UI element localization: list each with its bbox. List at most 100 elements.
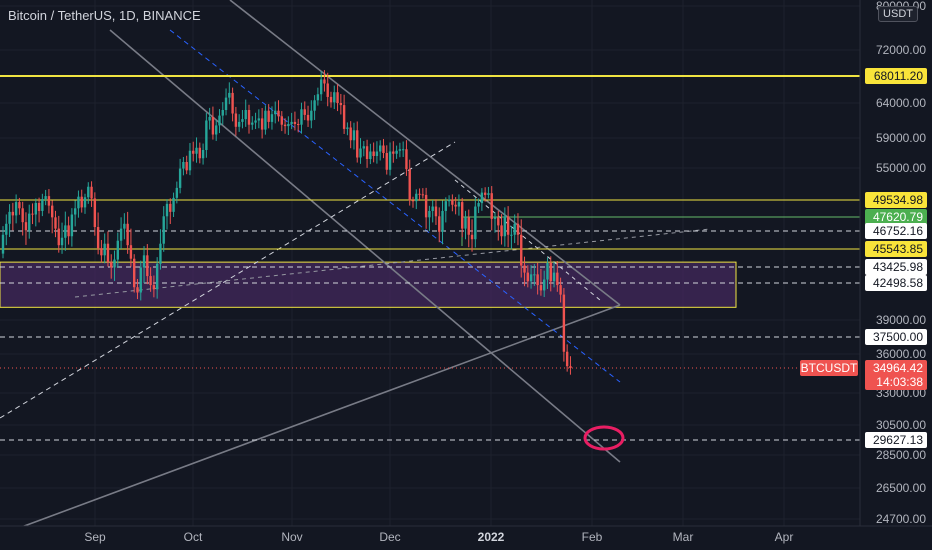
trend-line-2 <box>229 0 621 306</box>
candle-body-46 <box>152 285 156 290</box>
candle-body-99 <box>326 83 329 97</box>
candle-body-49 <box>162 216 165 244</box>
price-tag-value-0: 68011.20 <box>874 69 923 83</box>
candle-body-29 <box>96 227 100 249</box>
candle-body-21 <box>70 214 74 237</box>
candle-body-158 <box>520 234 523 266</box>
price-tag-value-6: 42498.58 <box>873 276 923 290</box>
candle-body-143 <box>470 234 474 240</box>
candle-body-14 <box>47 196 51 206</box>
annotations <box>583 425 625 451</box>
candle-body-125 <box>411 200 415 202</box>
candle-body-146 <box>480 192 484 203</box>
price-axis[interactable]: 80000.0072000.0064000.0059000.0055000.00… <box>800 0 932 526</box>
candle-body-40 <box>133 258 136 288</box>
candle-body-113 <box>372 151 375 156</box>
candle-body-26 <box>87 186 90 198</box>
candle-body-131 <box>431 206 434 211</box>
price-axis-label-8: 30500.00 <box>876 418 926 432</box>
candle-body-150 <box>493 217 497 219</box>
candle-body-114 <box>375 151 379 156</box>
candle-body-157 <box>516 223 520 235</box>
candle-body-159 <box>523 265 526 273</box>
time-axis-label-0: Sep <box>84 530 106 544</box>
price-tag-7 <box>865 329 927 345</box>
candle-body-51 <box>169 203 172 212</box>
candle-body-130 <box>428 210 431 218</box>
price-tag-value-2: 47620.79 <box>873 210 923 224</box>
price-tag-value-4: 45543.85 <box>873 242 923 256</box>
time-axis-label-6: Mar <box>673 530 694 544</box>
candle-body-127 <box>418 193 421 195</box>
candle-body-140 <box>461 202 464 229</box>
candle-body-2 <box>8 211 11 224</box>
candle-body-15 <box>51 205 54 218</box>
price-axis-label-1: 72000.00 <box>876 43 926 57</box>
candle-body-118 <box>388 151 392 170</box>
price-tag-2 <box>865 209 927 225</box>
candle-body-54 <box>178 168 182 188</box>
candle-body-12 <box>41 199 44 211</box>
candle-body-6 <box>21 208 24 223</box>
candle-body-62 <box>205 120 208 150</box>
candle-body-83 <box>274 110 277 115</box>
currency-button[interactable]: USDT <box>878 6 918 22</box>
price-tag-value-8: 29627.13 <box>873 433 923 447</box>
candle-body-162 <box>533 274 536 276</box>
candle-body-35 <box>116 240 119 260</box>
last-price-value: 34964.42 <box>873 361 923 375</box>
candle-body-30 <box>100 248 103 256</box>
candle-body-68 <box>224 97 228 110</box>
candle-body-161 <box>529 274 533 282</box>
candle-body-117 <box>385 153 388 170</box>
time-axis-label-4: 2022 <box>478 530 505 544</box>
candle-body-151 <box>497 217 500 226</box>
candle-body-79 <box>260 118 264 130</box>
candle-body-167 <box>549 262 552 282</box>
candle-body-90 <box>297 124 300 125</box>
candle-body-81 <box>267 110 270 122</box>
candle-body-88 <box>290 121 293 124</box>
candle-body-25 <box>83 197 87 208</box>
trend-line-dashed-flat <box>74 228 711 298</box>
candle-body-17 <box>57 228 60 246</box>
candle-body-120 <box>395 150 398 154</box>
candle-body-45 <box>149 276 152 286</box>
price-axis-label-9: 28500.00 <box>876 448 926 462</box>
candle-body-116 <box>382 145 385 153</box>
candle-body-119 <box>392 151 395 154</box>
candle-body-149 <box>490 193 493 219</box>
trend-line-0 <box>0 304 621 536</box>
candle-body-145 <box>477 202 480 207</box>
candle-body-33 <box>110 262 113 268</box>
candle-body-27 <box>90 186 93 199</box>
candle-body-42 <box>139 267 142 293</box>
candle-body-73 <box>241 119 244 122</box>
time-axis-label-7: Apr <box>775 530 794 544</box>
candle-body-94 <box>310 110 313 121</box>
candle-body-171 <box>562 294 566 352</box>
candle-body-142 <box>467 217 470 235</box>
candle-body-67 <box>221 110 224 116</box>
trend-line-1 <box>109 29 621 463</box>
time-axis[interactable]: Sep Oct Nov Dec 2022 Feb Mar Apr <box>0 525 932 550</box>
candle-body-74 <box>244 110 247 120</box>
candle-body-18 <box>60 237 64 246</box>
time-axis-label-1: Oct <box>184 530 203 544</box>
candle-body-57 <box>188 150 192 171</box>
candle-body-82 <box>270 114 274 122</box>
candle-body-165 <box>543 279 546 291</box>
candle-body-102 <box>336 92 339 103</box>
candle-body-60 <box>198 147 201 159</box>
candle-body-124 <box>408 169 411 201</box>
candle-body-47 <box>155 263 159 290</box>
candle-body-108 <box>356 130 359 158</box>
candle-body-44 <box>146 255 149 277</box>
price-tag-3 <box>865 223 927 239</box>
time-axis-label-3: Dec <box>379 530 400 544</box>
candle-body-65 <box>215 125 218 135</box>
zones <box>0 261 737 308</box>
last-price-tag <box>865 360 927 390</box>
candle-body-153 <box>503 216 507 237</box>
